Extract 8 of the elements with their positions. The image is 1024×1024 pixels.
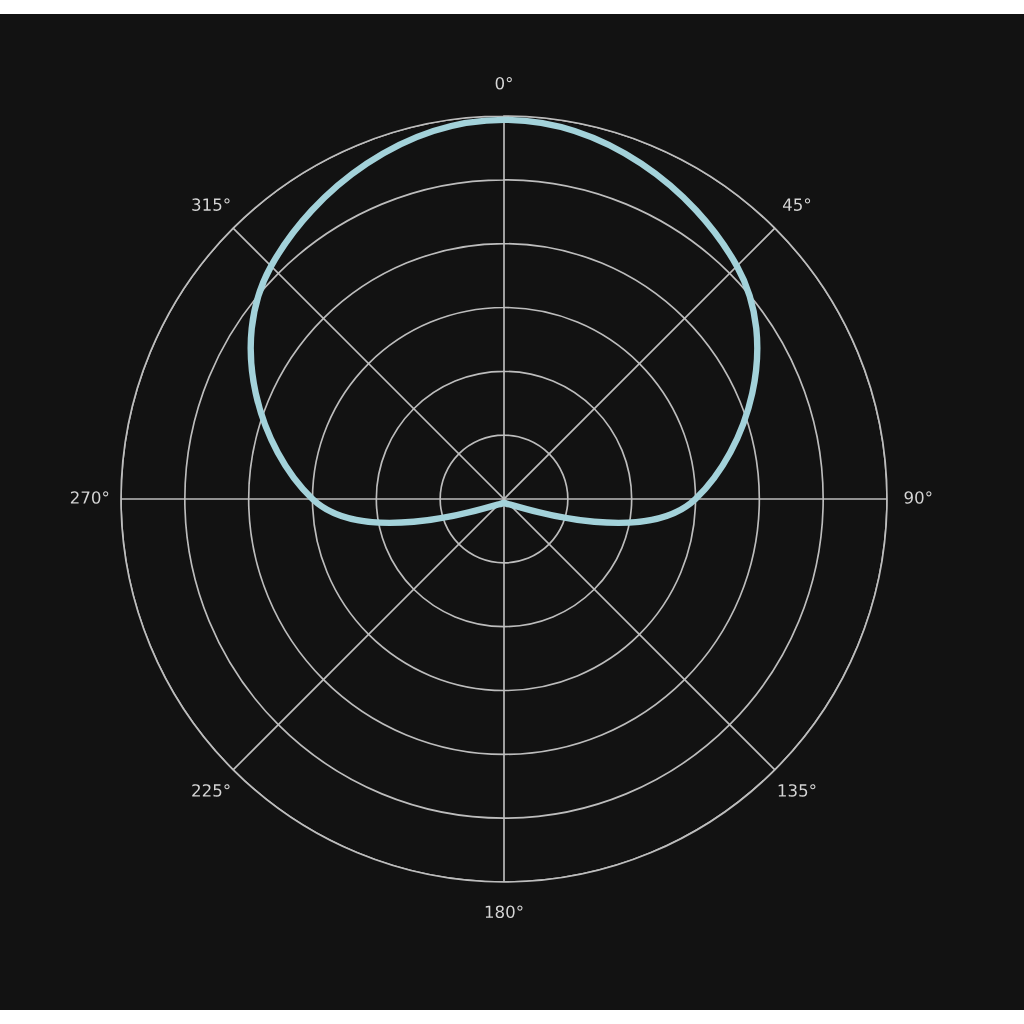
spoke-label: 0° [495, 76, 512, 90]
spoke-label: 225° [192, 784, 230, 797]
spoke-label: 270° [70, 491, 109, 504]
spoke-label: 315° [192, 198, 230, 211]
spoke-label: 90° [904, 491, 932, 504]
spoke-label: 135° [778, 784, 816, 797]
spoke-label: 45° [782, 198, 811, 211]
spoke-label: 180° [485, 905, 523, 919]
